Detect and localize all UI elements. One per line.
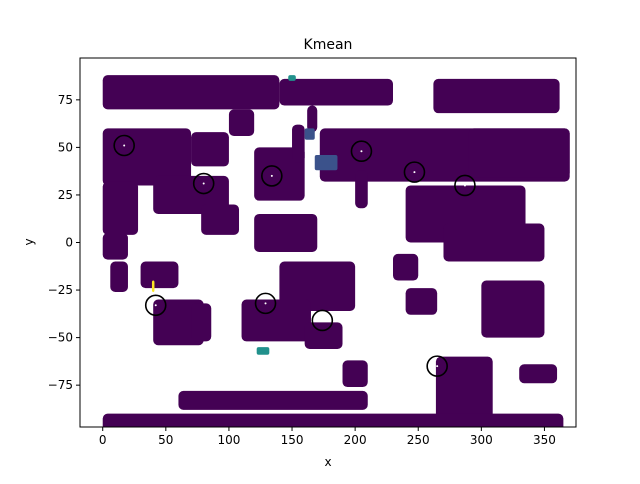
data-point-cluster-main	[292, 124, 305, 163]
data-point-cluster-main	[102, 128, 192, 186]
data-point-cluster-main	[279, 78, 393, 106]
y-tick-label: 25	[58, 188, 73, 202]
data-point-cluster-main	[140, 261, 179, 289]
x-tick-label: 250	[407, 433, 430, 447]
data-point-cluster-main	[110, 261, 128, 292]
data-point-cluster-main	[191, 303, 212, 342]
data-point-cluster-main	[201, 204, 240, 235]
y-tick-label: 0	[65, 236, 73, 250]
x-tick-label: 100	[217, 433, 240, 447]
y-tick-label: −50	[48, 331, 73, 345]
data-point-cluster-main	[481, 280, 545, 338]
x-tick-label: 0	[99, 433, 107, 447]
data-point-cluster-main	[191, 132, 229, 167]
data-point-cluster-main	[468, 128, 570, 178]
data-point-cluster-main	[254, 147, 305, 201]
data-point-cluster-minor-2	[288, 75, 296, 81]
data-point-cluster-main	[355, 170, 368, 209]
data-point-cluster-main	[228, 109, 255, 136]
y-tick-label: −25	[48, 283, 73, 297]
data-point-cluster-main	[178, 390, 368, 410]
x-tick-label: 150	[281, 433, 304, 447]
data-point-cluster-main	[443, 223, 545, 262]
centroid-center	[321, 319, 324, 322]
data-point-cluster-main	[519, 364, 558, 384]
centroid-center	[154, 304, 157, 307]
centroid-center	[463, 184, 466, 187]
x-axis-label: x	[324, 455, 331, 469]
data-point-cluster-minor-1	[314, 155, 338, 171]
data-point-cluster-main	[304, 322, 343, 350]
data-point-cluster-minor-4	[151, 280, 155, 292]
centroid-center	[202, 182, 205, 185]
data-point-cluster-main	[254, 213, 318, 253]
data-point-cluster-main	[435, 356, 493, 427]
data-point-cluster-main	[433, 78, 560, 114]
data-point-cluster-main	[405, 288, 438, 315]
data-point-cluster-minor-1	[304, 128, 315, 140]
centroid-center	[436, 365, 439, 368]
centroid-marker	[113, 134, 135, 157]
x-tick-label: 350	[533, 433, 556, 447]
y-tick-label: −75	[48, 378, 73, 392]
data-point-cluster-main	[307, 105, 318, 133]
centroid-marker	[311, 309, 334, 332]
centroid-center	[123, 144, 126, 147]
centroid-center	[360, 150, 363, 153]
centroid-marker	[403, 161, 426, 183]
data-point-cluster-main	[102, 181, 139, 235]
x-tick-label: 50	[158, 433, 173, 447]
data-point-cluster-main	[241, 299, 311, 342]
centroid-marker	[144, 294, 167, 317]
centroid-marker	[254, 292, 277, 315]
centroid-center	[264, 302, 267, 305]
centroid-marker	[350, 140, 373, 163]
centroid-center	[270, 174, 273, 177]
y-axis-label: y	[22, 238, 36, 245]
centroid-marker	[192, 172, 215, 195]
y-tick-label: 75	[58, 93, 73, 107]
centroid-marker	[426, 355, 448, 377]
x-axis: 0 50 100 150 200 250 300 350	[99, 427, 556, 447]
x-tick-label: 300	[470, 433, 493, 447]
data-point-cluster-main	[342, 360, 368, 388]
data-point-cluster-main	[392, 253, 419, 281]
centroid-marker	[454, 174, 476, 197]
y-axis: −75 −50 −25 0 25 50 75	[48, 93, 80, 392]
data-point-cluster-main	[279, 261, 356, 311]
data-point-cluster-main	[102, 232, 128, 260]
centroid-center	[413, 171, 416, 174]
y-tick-label: 50	[58, 140, 73, 154]
data-point-cluster-minor-2	[256, 347, 270, 355]
centroid-marker	[261, 165, 283, 187]
data-point-cluster-main	[102, 75, 280, 110]
x-tick-label: 200	[344, 433, 367, 447]
chart-title: Kmean	[304, 37, 353, 53]
data-point-cluster-main	[102, 413, 564, 427]
